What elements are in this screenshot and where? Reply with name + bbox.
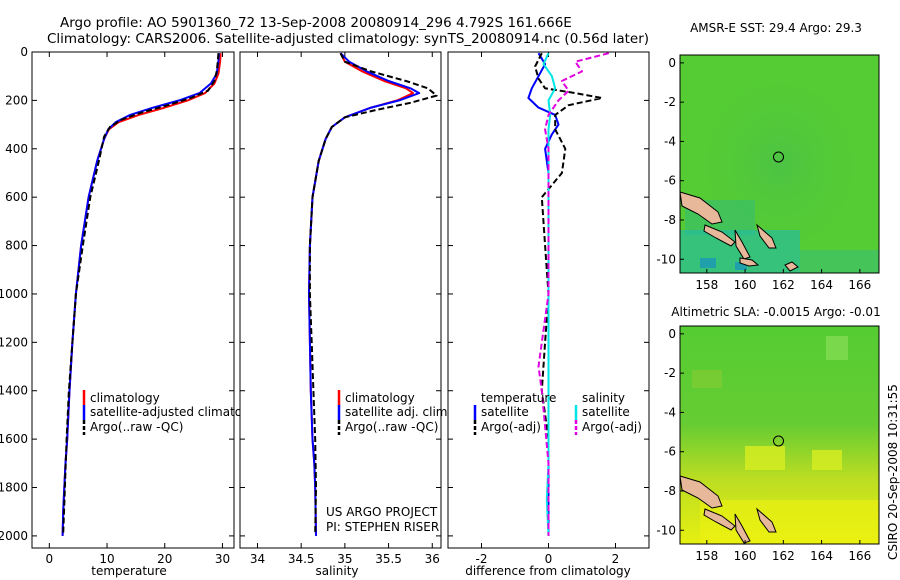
x-tick-label: 162 xyxy=(772,549,795,563)
project-label: US ARGO PROJECT xyxy=(326,505,438,519)
series-line-argo-raw-qc- xyxy=(308,52,438,534)
y-tick-label: -2 xyxy=(664,95,676,109)
figure-title-line2: Climatology: CARS2006. Satellite-adjuste… xyxy=(47,31,649,47)
legend-label-sal-argo: Argo(-adj) xyxy=(582,420,642,434)
y-tick-label: 0 xyxy=(20,45,28,59)
x-tick-label: 160 xyxy=(734,278,757,292)
legend-header-temperature: temperature xyxy=(481,391,556,405)
salinity-panel: 34 34.5 35 35.5 36 salinity climatology sate… xyxy=(239,51,451,578)
y-tick-label: -4 xyxy=(664,405,676,419)
x-tick-label: 2 xyxy=(612,552,620,566)
x-tick-label: 164 xyxy=(810,549,833,563)
temperature-panel: 0 200 400 600 800 1000 1200 1400 1600 1800 2000 0 10… xyxy=(0,45,268,578)
y-tick-label: -8 xyxy=(664,213,676,227)
legend-header-salinity: salinity xyxy=(582,391,625,405)
series-line-temperature-argo-adj- xyxy=(534,52,604,536)
plot-frame xyxy=(239,51,442,549)
legend-label-argo: Argo(..raw -QC) xyxy=(90,420,183,434)
x-tick-label: 160 xyxy=(734,549,757,563)
argo-location-marker xyxy=(773,151,784,163)
x-tick-label: 35 xyxy=(337,552,352,566)
x-tick-label: 0 xyxy=(45,552,53,566)
x-tick-label: 36 xyxy=(425,552,440,566)
difference-xlabel: difference from climatology xyxy=(465,564,631,578)
legend-label-temp-satellite: satellite xyxy=(481,405,529,419)
y-tick-label: 400 xyxy=(5,142,28,156)
legend-label-temp-argo: Argo(-adj) xyxy=(481,420,541,434)
legend-label-climatology: climatology xyxy=(90,391,160,405)
y-tick-label: 1600 xyxy=(0,432,28,446)
x-tick-label: 162 xyxy=(772,278,795,292)
x-tick-label: 10 xyxy=(99,552,114,566)
sla-map-land xyxy=(679,475,777,544)
difference-legend: temperature satellite Argo(-adj) salinit… xyxy=(473,391,642,435)
temperature-legend: climatology satellite-adjusted climatolo… xyxy=(82,390,268,435)
y-tick-label: 600 xyxy=(5,190,28,204)
y-tick-label: -10 xyxy=(656,252,676,266)
x-tick-label: 166 xyxy=(848,278,871,292)
temperature-plot: 0 200 400 600 800 1000 1200 1400 1600 1800 2000 0 10… xyxy=(0,45,235,566)
x-tick-label: 34 xyxy=(250,552,265,566)
salinity-legend: climatology satellite adj. clim. Argo(..… xyxy=(337,390,451,435)
sst-map-panel: AMSR-E SST: 29.4 Argo: 29.3 158 160 162 164… xyxy=(656,21,880,292)
legend-label-satellite: satellite-adjusted climatology xyxy=(90,405,268,419)
figure-title-line1: Argo profile: AO 5901360_72 13-Sep-2008 … xyxy=(60,15,572,31)
x-tick-label: 166 xyxy=(848,549,871,563)
y-tick-label: 200 xyxy=(5,93,28,107)
sst-map-axes: 158 160 162 164 166 0 -2 -4 -6 -8 -10 xyxy=(656,54,880,292)
y-tick-label: 1800 xyxy=(0,481,28,495)
series-line-salinity-argo-adj- xyxy=(537,52,610,536)
y-tick-label: -4 xyxy=(664,134,676,148)
x-tick-label: 20 xyxy=(157,552,172,566)
sla-map-axes: 158 160 162 164 166 0 -2 -4 -6 -8 -10 xyxy=(656,325,880,563)
plot-frame xyxy=(31,51,235,549)
temperature-xlabel: temperature xyxy=(91,564,166,578)
y-tick-label: -8 xyxy=(664,484,676,498)
sst-map-title: AMSR-E SST: 29.4 Argo: 29.3 xyxy=(690,21,862,35)
pi-label: PI: STEPHEN RISER xyxy=(326,520,439,534)
salinity-xlabel: salinity xyxy=(315,564,358,578)
argo-location-marker xyxy=(773,435,784,447)
map-frame xyxy=(679,325,880,545)
x-tick-label: 35.5 xyxy=(375,552,402,566)
difference-panel: -2 0 2 difference from climatology tempera… xyxy=(447,51,650,578)
y-tick-label: 1400 xyxy=(0,384,28,398)
legend-label-climatology: climatology xyxy=(345,391,415,405)
series-line-argo-raw-qc- xyxy=(62,53,220,534)
y-tick-label: 0 xyxy=(668,56,676,70)
y-tick-label: 800 xyxy=(5,239,28,253)
y-tick-label: -6 xyxy=(664,174,676,188)
series-line-satellite-adj-clim- xyxy=(308,52,421,536)
sst-map-field xyxy=(680,55,879,273)
x-tick-label: 34.5 xyxy=(288,552,315,566)
y-tick-label: 2000 xyxy=(0,529,28,543)
legend-label-argo: Argo(..raw -QC) xyxy=(345,420,438,434)
sla-map-panel: Altimetric SLA: -0.0015 Argo: -0.01 158 1… xyxy=(656,305,880,563)
x-tick-label: 0 xyxy=(545,552,553,566)
sla-map-title: Altimetric SLA: -0.0015 Argo: -0.01 xyxy=(671,305,880,319)
y-tick-label: 1000 xyxy=(0,287,28,301)
x-tick-label: 158 xyxy=(695,278,718,292)
y-tick-label: 1200 xyxy=(0,335,28,349)
x-tick-label: 164 xyxy=(810,278,833,292)
y-tick-label: -6 xyxy=(664,445,676,459)
x-tick-label: 158 xyxy=(695,549,718,563)
legend-label-satellite: satellite adj. clim. xyxy=(345,405,451,419)
x-tick-label: 30 xyxy=(215,552,230,566)
map-frame xyxy=(679,54,880,274)
legend-label-sal-satellite: satellite xyxy=(582,405,630,419)
timestamp-label: CSIRO 20-Sep-2008 10:31:55 xyxy=(886,384,900,560)
y-tick-label: -2 xyxy=(664,366,676,380)
y-tick-label: 0 xyxy=(668,327,676,341)
y-tick-label: -10 xyxy=(656,523,676,537)
sst-map-land xyxy=(679,191,799,272)
x-tick-label: -2 xyxy=(476,552,488,566)
difference-plot: -2 0 2 xyxy=(447,51,650,566)
salinity-plot: 34 34.5 35 35.5 36 xyxy=(239,51,442,566)
